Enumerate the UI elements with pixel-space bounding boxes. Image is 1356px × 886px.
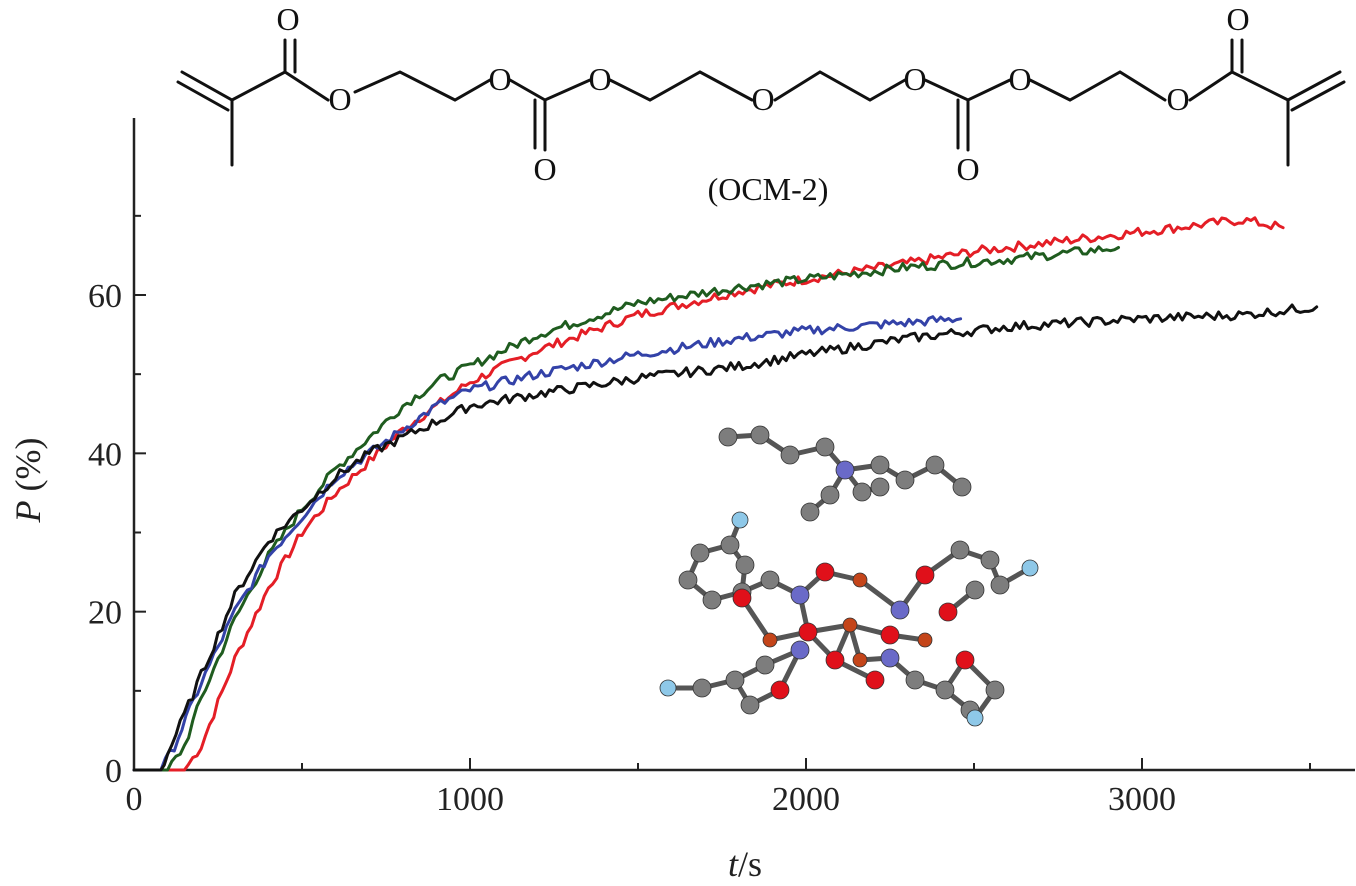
inset-atom-carbon: [925, 455, 945, 475]
y-tick-label: 20: [88, 595, 122, 632]
x-tick-label: 0: [126, 781, 143, 818]
inset-atom-nitrogen: [790, 640, 810, 660]
inset-atom-carbon: [755, 655, 775, 675]
mol-atom-o: O: [588, 61, 611, 97]
inset-atom-carbon: [735, 555, 755, 575]
inset-atom-carbon: [820, 485, 840, 505]
inset-atom-carbon: [750, 425, 770, 445]
crystal-structure-inset: [659, 425, 1039, 727]
inset-atom-metal: [917, 632, 933, 648]
x-axis-var: t: [728, 844, 739, 884]
y-axis-unit: (%): [8, 438, 48, 501]
series-line-1: [132, 216, 1285, 772]
inset-atom-oxygen: [815, 562, 835, 582]
inset-atom-carbon: [725, 670, 745, 690]
inset-atom-carbon: [740, 695, 760, 715]
mol-atom-o: O: [533, 151, 556, 187]
inset-atom-carbon: [985, 680, 1005, 700]
inset-atom-carbon: [990, 575, 1010, 595]
inset-atom-metal: [762, 632, 778, 648]
inset-atom-carbon: [718, 427, 738, 447]
mol-atom-o: O: [1226, 1, 1249, 37]
y-axis-title: P (%): [8, 438, 48, 524]
y-tick-label: 40: [88, 436, 122, 473]
inset-atom-carbon: [760, 570, 780, 590]
inset-atom-oxygen: [938, 602, 958, 622]
series-line-3: [132, 315, 963, 772]
mol-bonds: [180, 70, 1342, 167]
inset-atom-carbon: [815, 437, 835, 457]
inset-atom-nitrogen: [835, 460, 855, 480]
mol-atom-o: O: [1166, 81, 1189, 117]
mol-atom-o: O: [956, 151, 979, 187]
y-tick-label: 60: [88, 278, 122, 315]
inset-atom-carbon: [800, 502, 820, 522]
inset-atom-carbon: [780, 445, 800, 465]
inset-atom-fluorine: [731, 511, 749, 529]
inset-atom-carbon: [720, 535, 740, 555]
inset-atom-nitrogen: [880, 648, 900, 668]
inset-atom-carbon: [690, 543, 710, 563]
mol-atom-o: O: [1008, 61, 1031, 97]
mol-atom-o: O: [328, 81, 351, 117]
inset-atom-metal: [842, 617, 858, 633]
inset-atom-oxygen: [865, 670, 885, 690]
y-tick-label: 0: [105, 753, 122, 790]
x-tick-label: 2000: [772, 781, 840, 818]
y-ticks: 0 20 40 60: [88, 214, 146, 790]
y-axis-var: P: [8, 500, 48, 523]
inset-atom-oxygen: [955, 650, 975, 670]
inset-atom-oxygen: [825, 650, 845, 670]
x-tick-label: 3000: [1108, 781, 1176, 818]
inset-atom-carbon: [952, 477, 972, 497]
inset-atom-carbon: [895, 470, 915, 490]
mol-atom-o: O: [751, 81, 774, 117]
inset-atom-oxygen: [880, 625, 900, 645]
inset-atom-oxygen: [770, 680, 790, 700]
mol-atom-o: O: [903, 61, 926, 97]
mol-double-bonds: [176, 38, 1346, 150]
inset-atom-oxygen: [732, 588, 752, 608]
inset-atom-fluorine: [966, 709, 984, 727]
axes: 0 1000 2000 3000 0 20 40 60 t/s P (%): [8, 118, 1355, 884]
inset-atom-nitrogen: [790, 585, 810, 605]
inset-atom-metal: [852, 652, 868, 668]
inset-atom-carbon: [905, 670, 925, 690]
inset-atom-fluorine: [1021, 559, 1039, 577]
inset-atom-carbon: [702, 590, 722, 610]
x-axis-unit: /s: [738, 844, 762, 884]
inset-atom-fluorine: [659, 679, 677, 697]
inset-atom-oxygen: [798, 622, 818, 642]
structure-label: (OCM-2): [708, 171, 829, 207]
inset-atom-carbon: [980, 550, 1000, 570]
series-group: [132, 216, 1319, 772]
x-tick-label: 1000: [436, 781, 504, 818]
inset-atom-carbon: [950, 540, 970, 560]
inset-atom-carbon: [852, 482, 872, 502]
inset-atom-nitrogen: [890, 600, 910, 620]
inset-atom-carbon: [870, 455, 890, 475]
ocm2-structure: O O O O O O O O O O O (OCM-2): [176, 1, 1346, 207]
inset-atom-carbon: [935, 680, 955, 700]
inset-atom-oxygen: [915, 565, 935, 585]
inset-atom-metal: [852, 572, 868, 588]
x-axis-title: t/s: [728, 844, 762, 884]
inset-atom-carbon: [692, 678, 712, 698]
inset-atom-carbon: [870, 477, 890, 497]
x-ticks: 0 1000 2000 3000: [126, 758, 1311, 818]
mol-atom-o: O: [276, 1, 299, 37]
series-line-2: [132, 245, 1120, 772]
mol-atom-o: O: [488, 61, 511, 97]
series-line-4: [132, 303, 1319, 772]
inset-atom-carbon: [678, 570, 698, 590]
inset-atom-carbon: [965, 580, 985, 600]
